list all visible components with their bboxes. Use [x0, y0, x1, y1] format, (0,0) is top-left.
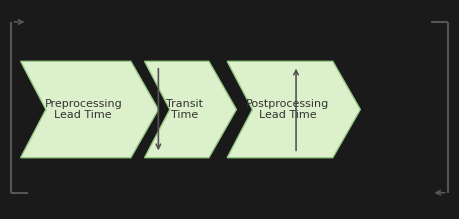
Text: Postprocessing
Lead Time: Postprocessing Lead Time: [246, 99, 329, 120]
Polygon shape: [227, 61, 360, 158]
Text: Preprocessing
Lead Time: Preprocessing Lead Time: [45, 99, 122, 120]
Text: Transit
Time: Transit Time: [166, 99, 203, 120]
Polygon shape: [145, 61, 236, 158]
Polygon shape: [21, 61, 158, 158]
